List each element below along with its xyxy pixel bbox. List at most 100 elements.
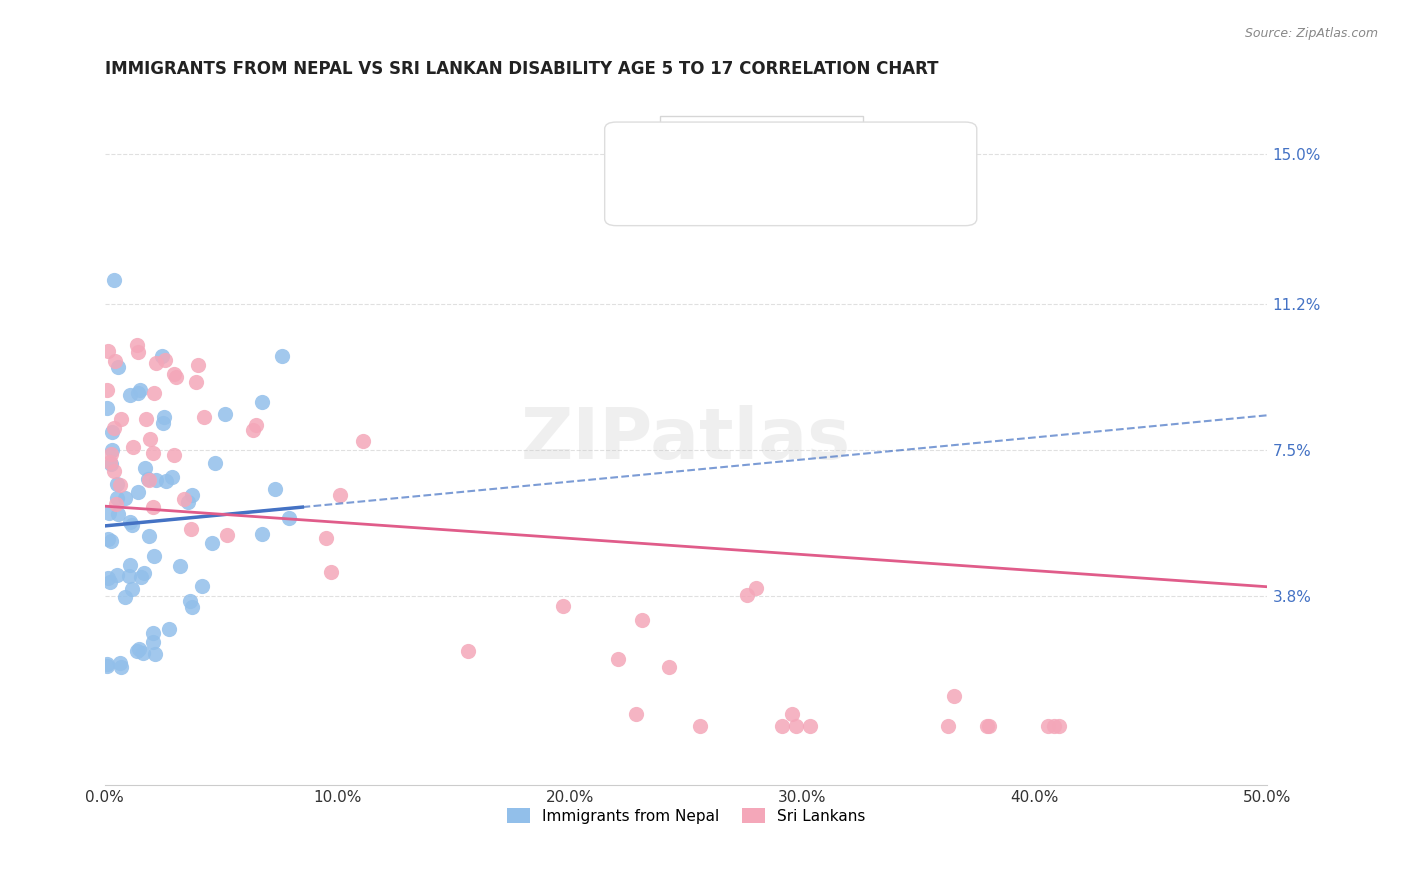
Point [105,477,128,491]
Point [96,658,118,673]
Point [977,719,1000,733]
Point [191,579,214,593]
Point [101,442,124,457]
Point [118,569,141,583]
Point [121,582,143,597]
Point [127,345,149,359]
Point [943,690,966,704]
Point [630,613,652,627]
Point [142,549,165,563]
Point [108,478,131,492]
Point [143,386,166,401]
Point [142,634,165,648]
Point [319,566,342,580]
Point [936,719,959,733]
Point [142,446,165,460]
Point [245,417,267,432]
Point [96,383,118,397]
Point [264,482,287,496]
Point [153,410,176,425]
Point [105,497,128,511]
Point [1043,719,1066,733]
Point [180,522,202,536]
Point [138,529,160,543]
Point [173,492,195,507]
Text: ZIPatlas: ZIPatlas [522,405,851,475]
Point [328,488,350,502]
Point [128,641,150,656]
Point [770,719,793,733]
Point [177,495,200,509]
Point [215,528,238,542]
Point [152,417,174,431]
Point [127,484,149,499]
Point [138,473,160,487]
Point [97,507,120,521]
Point [120,558,142,573]
Point [134,460,156,475]
Point [96,401,118,416]
Point [252,395,274,409]
Point [105,491,128,505]
Point [180,600,202,615]
Point [250,526,273,541]
Point [110,659,132,673]
Point [127,338,149,352]
Point [745,581,768,595]
Point [1036,719,1059,733]
Point [98,455,121,469]
Point [204,456,226,470]
Point [103,273,125,287]
Point [277,511,299,525]
Point [118,516,141,530]
Point [242,423,264,437]
Point [179,594,201,608]
Point [108,657,131,671]
Point [180,488,202,502]
Point [103,421,125,435]
Text: IMMIGRANTS FROM NEPAL VS SRI LANKAN DISABILITY AGE 5 TO 17 CORRELATION CHART: IMMIGRANTS FROM NEPAL VS SRI LANKAN DISA… [104,60,938,78]
Point [132,566,155,581]
Point [145,473,167,487]
Point [141,625,163,640]
Point [107,507,129,521]
Point [142,500,165,515]
Point [143,647,166,661]
Point [103,464,125,478]
Point [624,706,647,721]
Point [114,591,136,605]
Point [153,353,176,368]
Point [107,359,129,374]
Legend: Immigrants from Nepal, Sri Lankans: Immigrants from Nepal, Sri Lankans [498,798,875,833]
Point [97,532,120,546]
Point [799,719,821,733]
Point [135,412,157,426]
Point [163,368,186,382]
Point [110,411,132,425]
Point [138,472,160,486]
Point [658,660,681,674]
Point [169,558,191,573]
Point [100,534,122,549]
Point [97,571,120,585]
Point [352,434,374,448]
Point [128,384,150,398]
Point [1047,719,1070,733]
Point [155,474,177,488]
Point [162,448,184,462]
Point [100,447,122,461]
Point [976,719,998,733]
Point [157,622,180,636]
Point [150,349,173,363]
Point [165,370,187,384]
Point [98,575,121,590]
Point [780,707,803,722]
Point [193,409,215,424]
Point [737,588,759,602]
Point [162,470,184,484]
Point [125,643,148,657]
Point [785,719,807,733]
Point [114,491,136,505]
Point [121,440,143,454]
Point [553,599,575,614]
